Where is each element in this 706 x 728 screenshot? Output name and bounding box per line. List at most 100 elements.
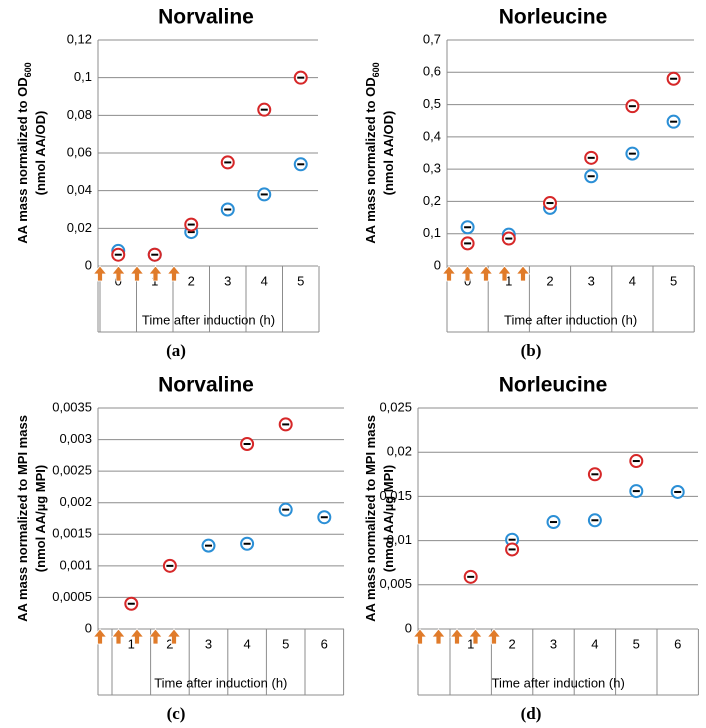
y-axis-label-text: (nmol AA/OD) [33,111,48,196]
y-axis-label: AA mass normalized to OD600 [363,62,381,243]
y-axis-label: (nmol AA/OD) [381,111,396,196]
induction-arrow [129,628,145,645]
x-tick-label: 4 [629,273,636,288]
y-tick-label: 0,0005 [52,589,92,604]
y-axis-label: (nmol AA/µg MPI) [33,465,48,572]
x-tick-label: 1 [467,636,474,651]
y-tick-label: 0,08 [67,107,92,122]
induction-arrow [111,265,126,282]
x-tick-label: 4 [261,273,268,288]
induction-arrow [92,265,108,282]
induction-arrow [148,265,163,282]
x-axis-label: Time after induction (h) [154,675,287,690]
y-axis-label: AA mass normalized to MPI mass [363,415,378,622]
y-tick-label: 0 [85,620,92,635]
induction-arrow [412,628,428,645]
chart-title: Norvaline [158,374,254,397]
y-tick-label: 0,2 [423,193,441,208]
y-tick-label: 0,01 [387,532,412,547]
x-tick-label: 3 [205,636,212,651]
induction-arrow [449,628,465,645]
y-axis-label-text: (nmol AA/µg MPI) [381,465,396,572]
y-tick-label: 0,4 [423,128,441,143]
x-axis-label: Time after induction (h) [492,675,625,690]
y-axis-label: (nmol AA/µg MPI) [381,465,396,572]
y-tick-label: 0 [405,620,412,635]
induction-arrow [166,628,182,645]
induction-arrow [497,265,512,282]
y-tick-label: 0,02 [387,444,412,459]
x-axis-label: Time after induction (h) [504,312,637,327]
panel-caption: (c) [167,704,186,723]
y-axis-label: AA mass normalized to MPI mass [15,415,30,622]
y-tick-label: 0,005 [379,576,412,591]
x-tick-label: 2 [188,273,195,288]
x-tick-label: 4 [243,636,250,651]
y-axis-label-text: (nmol AA/µg MPI) [33,465,48,572]
induction-arrow [166,265,182,282]
y-axis-label: AA mass normalized to OD600 [15,62,33,243]
y-tick-label: 0,5 [423,96,441,111]
x-tick-label: 3 [550,636,557,651]
x-tick-label: 1 [128,636,135,651]
x-tick-label: 1 [505,273,512,288]
y-tick-label: 0,06 [67,144,92,159]
y-tick-label: 0,0015 [52,526,92,541]
y-tick-label: 0 [85,257,92,272]
y-axis-label-text: AA mass normalized to MPI mass [363,415,378,622]
x-tick-label: 5 [297,273,304,288]
y-tick-label: 0,6 [423,64,441,79]
y-tick-label: 0 [434,257,441,272]
y-tick-label: 0,001 [59,557,92,572]
induction-arrow [486,628,502,645]
panel-caption: (a) [166,341,186,360]
y-tick-label: 0,02 [67,220,92,235]
x-tick-label: 4 [591,636,598,651]
y-axis-label-text: AA mass normalized to OD [363,77,378,243]
x-axis-label: Time after induction (h) [142,312,275,327]
x-tick-label: 3 [224,273,231,288]
y-tick-label: 0,015 [379,488,412,503]
induction-arrow [148,628,163,645]
y-tick-label: 0,04 [67,182,92,197]
y-tick-label: 0,025 [379,399,412,414]
chart-title: Norleucine [499,6,608,29]
y-axis-label: (nmol AA/OD) [33,111,48,196]
induction-arrow [468,628,483,645]
x-tick-label: 3 [588,273,595,288]
x-tick-label: 2 [166,636,173,651]
x-tick-label: 2 [508,636,515,651]
y-tick-label: 0,12 [67,31,92,46]
y-tick-label: 0,0025 [52,463,92,478]
induction-arrow [431,628,446,645]
y-axis-label-subscript: 600 [23,62,33,77]
chart-title: Norleucine [499,374,608,397]
y-axis-label-text: AA mass normalized to MPI mass [15,415,30,622]
y-tick-label: 0,1 [423,225,441,240]
x-tick-label: 5 [282,636,289,651]
y-tick-label: 0,3 [423,161,441,176]
induction-arrow [478,265,494,282]
y-tick-label: 0,7 [423,31,441,46]
panel-caption: (b) [521,341,542,360]
induction-arrow [111,628,126,645]
y-axis-label-text: AA mass normalized to OD [15,77,30,243]
chart-title: Norvaline [158,6,254,29]
induction-arrow [441,265,457,282]
panel-caption: (d) [521,704,542,723]
x-tick-label: 6 [674,636,681,651]
induction-arrow [460,265,475,282]
x-tick-label: 5 [670,273,677,288]
y-axis-label-text: (nmol AA/OD) [381,111,396,196]
y-axis-label-subscript: 600 [371,62,381,77]
x-tick-label: 6 [321,636,328,651]
induction-arrow [515,265,531,282]
y-tick-label: 0,002 [59,494,92,509]
induction-arrow [92,628,108,645]
y-tick-label: 0,003 [59,431,92,446]
y-tick-label: 0,0035 [52,399,92,414]
y-tick-label: 0,1 [74,69,92,84]
x-tick-label: 2 [546,273,553,288]
induction-arrow [129,265,145,282]
